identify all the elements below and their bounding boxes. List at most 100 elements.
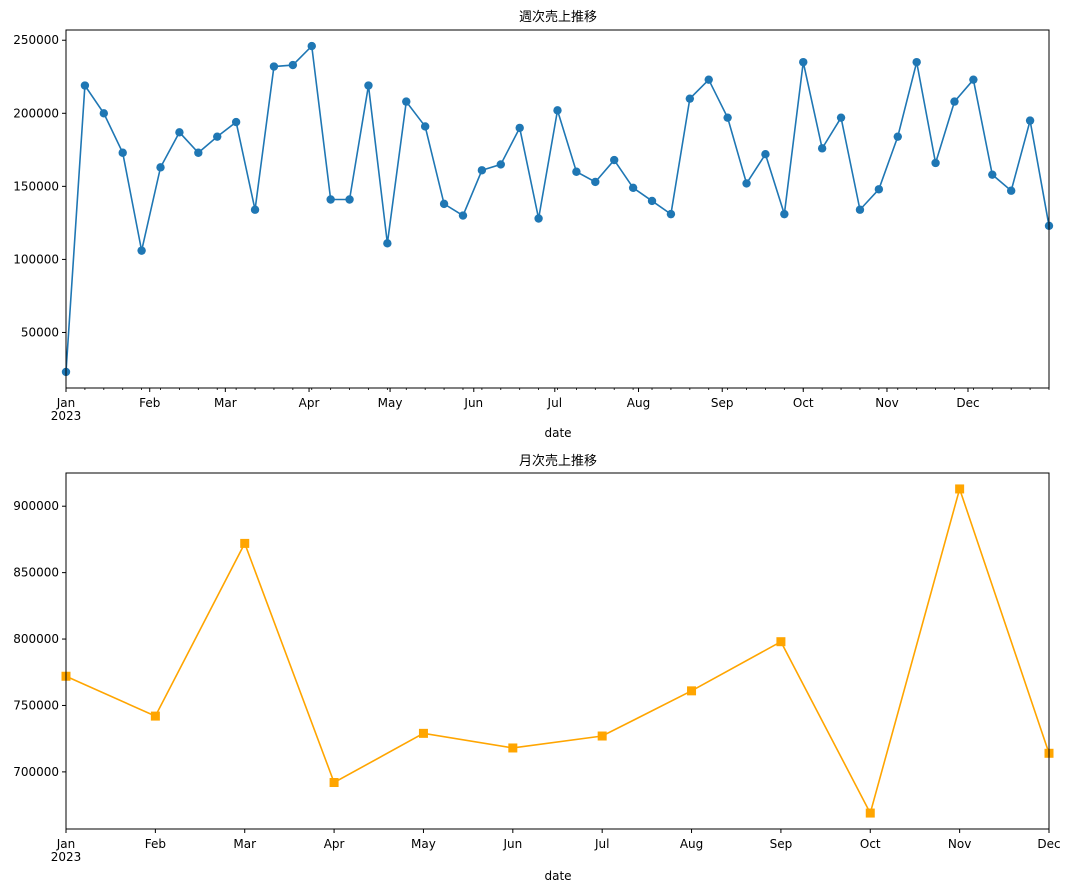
weekly-point bbox=[855, 205, 865, 214]
monthly-point bbox=[687, 686, 697, 696]
monthly-point bbox=[776, 637, 786, 647]
weekly-point bbox=[156, 163, 165, 172]
monthly-y-tick-label: 750000 bbox=[13, 698, 59, 712]
monthly-x-tick-label: Jun bbox=[502, 837, 522, 851]
weekly-point bbox=[345, 195, 354, 204]
weekly-point bbox=[666, 209, 676, 219]
weekly-point bbox=[780, 209, 789, 219]
weekly-x-tick-label: May bbox=[378, 396, 403, 410]
weekly-point bbox=[1006, 186, 1016, 195]
monthly-x-tick-label: Apr bbox=[324, 837, 345, 851]
weekly-point bbox=[950, 97, 959, 106]
monthly-x-tick-label: Nov bbox=[948, 837, 971, 851]
monthly-y-tick-label: 850000 bbox=[13, 566, 59, 580]
monthly-x-tick-label: Aug bbox=[680, 837, 703, 851]
weekly-point bbox=[364, 81, 373, 90]
weekly-y-tick-label: 100000 bbox=[13, 252, 59, 266]
weekly-point bbox=[307, 41, 316, 51]
weekly-point bbox=[194, 148, 203, 157]
weekly-point bbox=[969, 75, 978, 84]
monthly-point bbox=[508, 743, 518, 753]
weekly-point bbox=[647, 196, 657, 206]
weekly-point bbox=[137, 246, 146, 255]
weekly-point bbox=[912, 57, 921, 67]
monthly-point bbox=[418, 728, 428, 738]
weekly-y-tick-label: 200000 bbox=[13, 106, 59, 120]
weekly-point bbox=[269, 62, 279, 71]
monthly-x-tick-label: May bbox=[411, 837, 436, 851]
weekly-point bbox=[931, 158, 940, 168]
monthly-sales-chart: 月次売上推移 700000 750000 800000 850000 900000 Ja… bbox=[13, 453, 1060, 883]
monthly-point bbox=[955, 484, 965, 494]
weekly-point bbox=[893, 132, 902, 141]
weekly-point bbox=[534, 214, 543, 223]
weekly-point bbox=[628, 183, 638, 193]
monthly-point bbox=[597, 731, 607, 741]
weekly-x-tick-label: Aug bbox=[627, 396, 650, 410]
weekly-point bbox=[99, 109, 109, 118]
weekly-point bbox=[477, 166, 487, 175]
weekly-point bbox=[704, 75, 713, 84]
weekly-x-tick-label: Apr bbox=[299, 396, 320, 410]
weekly-point bbox=[420, 122, 430, 131]
monthly-x-axis-title: date bbox=[544, 869, 571, 883]
weekly-point bbox=[1025, 116, 1035, 125]
weekly-x-axis-title: date bbox=[544, 426, 571, 440]
monthly-x-tick-label: Oct bbox=[860, 837, 881, 851]
weekly-x-tick-label: Feb bbox=[139, 396, 160, 410]
monthly-y-tick-label: 900000 bbox=[13, 499, 59, 513]
weekly-point bbox=[288, 60, 298, 70]
weekly-point bbox=[458, 211, 468, 220]
monthly-x-tick-label: Mar bbox=[233, 837, 256, 851]
weekly-sales-chart: 週次売上推移 50000 100000 150000 200000 250000 Jan… bbox=[13, 9, 1054, 440]
monthly-point bbox=[150, 711, 160, 721]
monthly-chart-title: 月次売上推移 bbox=[519, 453, 597, 469]
weekly-x-tick-label: Jan 2023 bbox=[51, 396, 82, 423]
monthly-x-tick-label: Sep bbox=[770, 837, 793, 851]
weekly-point bbox=[496, 160, 505, 169]
weekly-point bbox=[118, 148, 127, 157]
weekly-point bbox=[213, 132, 222, 141]
weekly-point bbox=[383, 239, 392, 248]
weekly-y-tick-label: 50000 bbox=[21, 325, 59, 339]
weekly-point bbox=[553, 106, 562, 115]
weekly-plot-frame bbox=[65, 29, 1050, 389]
weekly-point bbox=[723, 113, 732, 122]
monthly-x-tick-label: Dec bbox=[1037, 837, 1060, 851]
monthly-point bbox=[329, 778, 339, 788]
weekly-x-tick-label: Dec bbox=[956, 396, 979, 410]
weekly-point bbox=[326, 195, 335, 204]
weekly-y-tick-label: 150000 bbox=[13, 179, 59, 193]
weekly-point bbox=[231, 117, 241, 127]
monthly-x-axis: Jan 2023 Feb Mar Apr May Jun Jul Aug Sep Oct Nov Dec bbox=[51, 829, 1061, 864]
monthly-x-tick-label: Feb bbox=[145, 837, 166, 851]
weekly-point bbox=[761, 150, 770, 159]
weekly-point bbox=[572, 167, 581, 176]
weekly-point bbox=[836, 113, 846, 122]
weekly-point bbox=[610, 155, 619, 165]
weekly-point bbox=[402, 97, 411, 106]
weekly-point bbox=[817, 144, 827, 153]
weekly-plot-marks bbox=[61, 41, 1054, 377]
weekly-y-tick-label: 250000 bbox=[13, 33, 59, 47]
weekly-x-tick-label: Sep bbox=[711, 396, 734, 410]
weekly-x-tick-label: Nov bbox=[875, 396, 898, 410]
monthly-plot-frame bbox=[65, 472, 1050, 830]
weekly-point bbox=[874, 185, 884, 194]
weekly-series-line bbox=[65, 44, 1050, 372]
weekly-point bbox=[175, 128, 184, 137]
weekly-x-tick-label: Oct bbox=[793, 396, 814, 410]
weekly-y-axis: 50000 100000 150000 200000 250000 bbox=[13, 33, 66, 339]
weekly-x-tick-label: Mar bbox=[214, 396, 237, 410]
monthly-y-tick-label: 700000 bbox=[13, 765, 59, 779]
monthly-x-tick-label: Jan 2023 bbox=[51, 837, 82, 864]
weekly-point bbox=[988, 170, 997, 179]
weekly-x-tick-label: Jun bbox=[463, 396, 483, 410]
weekly-point bbox=[742, 179, 751, 188]
monthly-point bbox=[865, 808, 875, 818]
weekly-x-axis: Jan 2023 Feb Mar Apr May Jun Jul Aug Sep Oct Nov Dec bbox=[51, 388, 1050, 423]
monthly-plot-marks bbox=[61, 484, 1054, 818]
monthly-x-tick-label: Jul bbox=[594, 837, 609, 851]
weekly-point bbox=[250, 205, 260, 214]
